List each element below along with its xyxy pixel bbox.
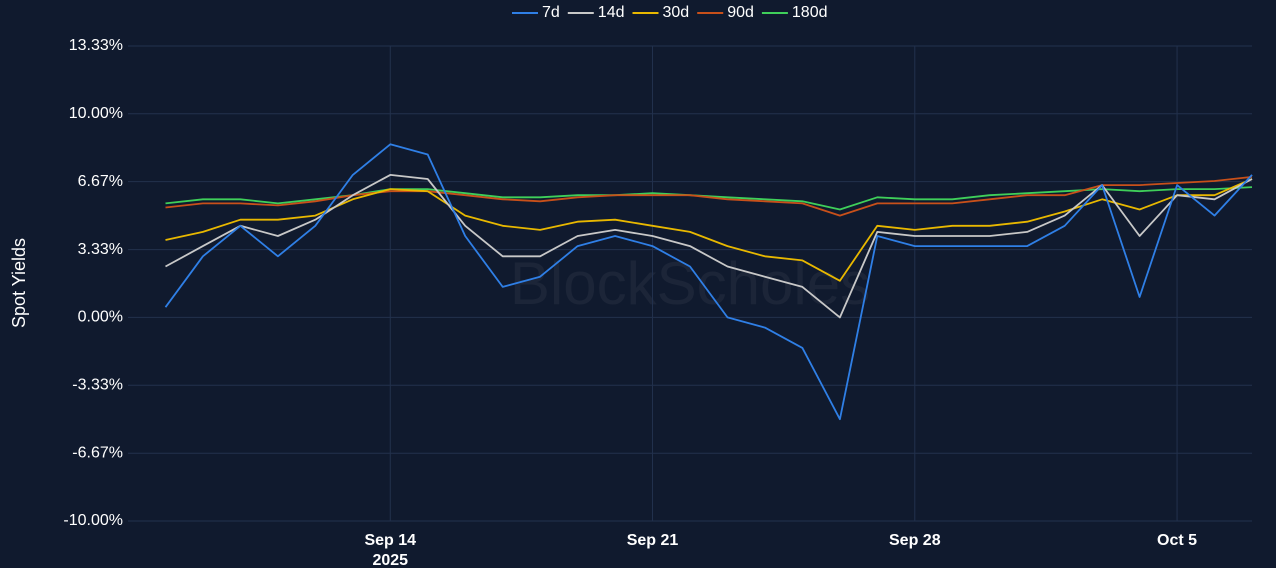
x-tick-label: Sep 21 <box>627 532 679 549</box>
y-tick-label: -6.67% <box>72 444 123 461</box>
y-tick-label: -3.33% <box>72 376 123 393</box>
y-tick-label: 10.00% <box>69 105 123 122</box>
legend-label: 90d <box>727 4 754 21</box>
y-tick-label: 13.33% <box>69 37 123 54</box>
legend-label: 14d <box>598 4 625 21</box>
y-axis-label: Spot Yields <box>9 238 29 328</box>
y-tick-label: 0.00% <box>78 309 123 326</box>
legend-label: 7d <box>542 4 560 21</box>
series-line <box>164 143 1253 421</box>
x-tick-label: Sep 14 2025 <box>364 532 416 568</box>
x-tick-label: Oct 5 <box>1157 532 1197 549</box>
series-line <box>165 174 1253 319</box>
y-tick-label: -10.00% <box>63 512 123 529</box>
y-tick-label: 6.67% <box>78 173 123 190</box>
watermark: BlockScholes <box>510 250 870 317</box>
y-tick-label: 3.33% <box>78 241 123 258</box>
series-line <box>165 176 1253 217</box>
legend-label: 30d <box>663 4 690 21</box>
x-tick-label: Sep 28 <box>889 532 941 549</box>
legend-label: 180d <box>792 4 828 21</box>
